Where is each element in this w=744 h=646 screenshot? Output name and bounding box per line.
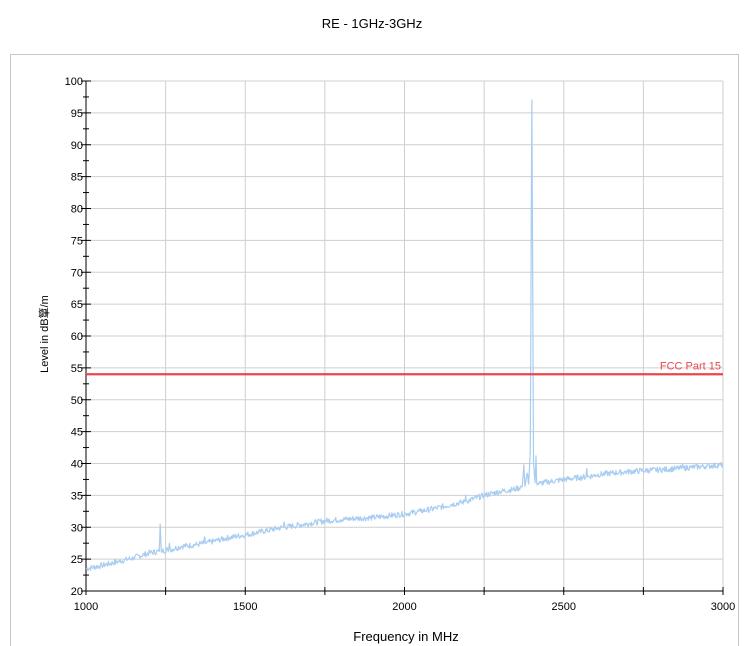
- y-tick-label: 20: [71, 586, 83, 598]
- y-tick-label: 45: [71, 427, 83, 439]
- x-tick-label: 2000: [392, 601, 416, 613]
- y-tick-label: 85: [71, 172, 83, 184]
- x-tick-label: 3000: [711, 601, 735, 613]
- y-tick-label: 60: [71, 331, 83, 343]
- x-tick-label: 1500: [233, 601, 257, 613]
- chart-frame: [10, 54, 739, 646]
- y-tick-label: 65: [71, 299, 83, 311]
- y-tick-label: 30: [71, 522, 83, 534]
- y-tick-label: 50: [71, 395, 83, 407]
- y-tick-label: 35: [71, 490, 83, 502]
- y-tick-label: 70: [71, 267, 83, 279]
- y-tick-label: 25: [71, 554, 83, 566]
- limit-line-label: FCC Part 15: [660, 360, 721, 372]
- axes: 20 25 30 35 40 45 50 55 60 65 70 75 80 85 90 95 100 1000 1…: [65, 76, 736, 613]
- y-tick-label: 100: [65, 76, 83, 88]
- y-tick-label: 75: [71, 235, 83, 247]
- x-axis-label: Frequency in MHz: [353, 629, 458, 644]
- chart-title: RE - 1GHz-3GHz: [321, 16, 423, 31]
- limit-layer: FCC Part 15: [86, 360, 723, 376]
- y-tick-label: 80: [71, 204, 83, 216]
- y-tick-label: 90: [71, 140, 83, 152]
- y-tick-label: 40: [71, 459, 83, 471]
- x-tick-label: 1000: [74, 601, 98, 613]
- x-tick-label: 2500: [552, 601, 576, 613]
- data-series-line: [85, 99, 724, 572]
- y-axis-label: Level in dB簞/m: [37, 295, 51, 373]
- data-layer: [85, 99, 724, 572]
- y-tick-label: 55: [71, 363, 83, 375]
- y-tick-label: 95: [71, 108, 83, 120]
